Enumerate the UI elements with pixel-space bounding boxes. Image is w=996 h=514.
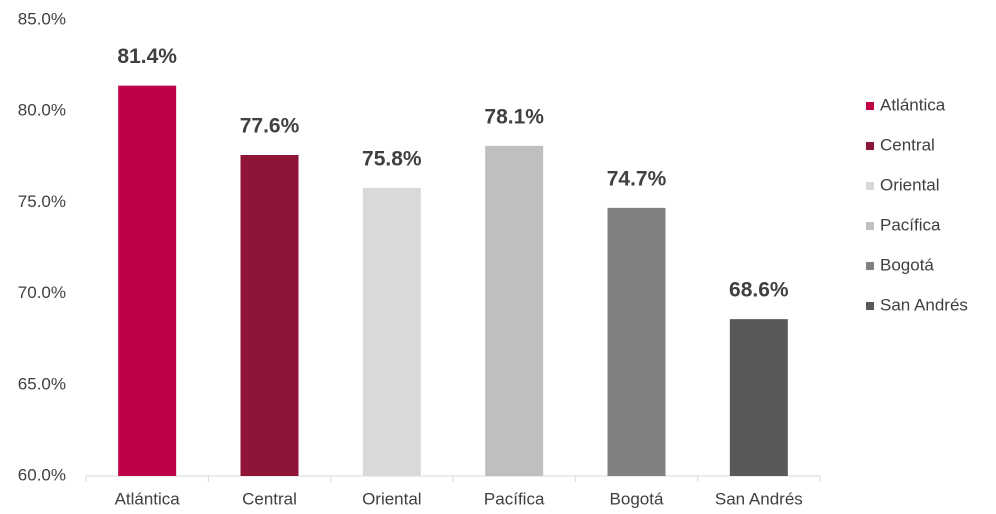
y-tick-label: 70.0%: [18, 283, 66, 302]
bar: [485, 145, 544, 476]
legend-swatch: [866, 222, 874, 230]
y-tick-label: 80.0%: [18, 101, 66, 120]
legend-label: Pacífica: [880, 215, 941, 234]
data-label: 78.1%: [484, 105, 544, 128]
legend-swatch: [866, 302, 874, 310]
y-tick-label: 60.0%: [18, 465, 66, 484]
x-tick-label: Central: [242, 489, 297, 508]
x-tick-label: Pacífica: [484, 489, 545, 508]
bar: [362, 187, 421, 477]
legend-swatch: [866, 182, 874, 190]
legend-swatch: [866, 142, 874, 150]
legend-label: San Andrés: [880, 295, 968, 314]
data-label: 75.8%: [362, 147, 422, 170]
legend-swatch: [866, 262, 874, 270]
legend-swatch: [866, 102, 874, 110]
legend-label: Oriental: [880, 175, 940, 194]
data-label: 68.6%: [729, 279, 789, 302]
x-tick-label: Bogotá: [610, 489, 664, 508]
data-label: 74.7%: [607, 167, 667, 190]
x-tick-label: San Andrés: [715, 489, 803, 508]
data-label: 77.6%: [240, 115, 300, 138]
bar: [607, 207, 666, 476]
bar: [729, 319, 788, 476]
x-tick-label: Oriental: [362, 489, 422, 508]
y-tick-label: 75.0%: [18, 192, 66, 211]
bar: [240, 154, 299, 476]
y-tick-label: 65.0%: [18, 374, 66, 393]
legend-label: Atlántica: [880, 95, 946, 114]
y-tick-label: 85.0%: [18, 9, 66, 28]
legend-label: Bogotá: [880, 255, 934, 274]
bar: [118, 85, 177, 476]
x-tick-label: Atlántica: [115, 489, 181, 508]
data-label: 81.4%: [117, 45, 177, 68]
legend-label: Central: [880, 135, 935, 154]
